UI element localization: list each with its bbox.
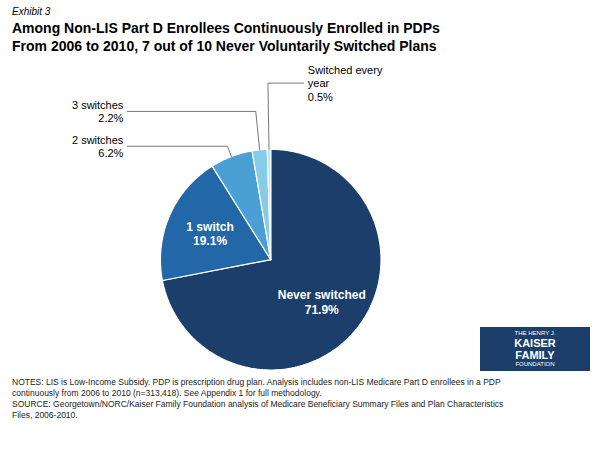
html-text:Among Non-LIS Part D Enrollees: Among Non-LIS Part D Enrollees Continuou… [12, 20, 440, 54]
html-text:FAMILY: FAMILY [515, 349, 555, 361]
svg-text:Switched everyyear0.5%: Switched everyyear0.5% [308, 64, 383, 102]
svg-text:1 switch19.1%: 1 switch19.1% [186, 220, 233, 248]
html-text:FOUNDATION: FOUNDATION [515, 361, 555, 368]
html-text:THE HENRY J.: THE HENRY J. [514, 330, 556, 337]
html-text:continuously from 2006 to 2010: continuously from 2006 to 2010 (n=313,41… [12, 388, 322, 398]
svg-text:3 switches2.2%: 3 switches2.2% [72, 99, 124, 124]
html-text:NOTES: LIS is Low-Income Subsi: NOTES: LIS is Low-Income Subsidy. PDP is… [12, 377, 501, 387]
svg-text:2 switches6.2%: 2 switches6.2% [72, 134, 124, 159]
svg-text:Never switched71.9%: Never switched71.9% [278, 288, 366, 316]
html-text:Exhibit 3: Exhibit 3 [12, 6, 51, 17]
html-text:Files, 2006-2010.: Files, 2006-2010. [12, 410, 78, 421]
html-text:SOURCE: Georgetown/NORC/Kaiser: SOURCE: Georgetown/NORC/Kaiser Family Fo… [12, 399, 504, 410]
html-text:KAISER: KAISER [514, 336, 556, 349]
